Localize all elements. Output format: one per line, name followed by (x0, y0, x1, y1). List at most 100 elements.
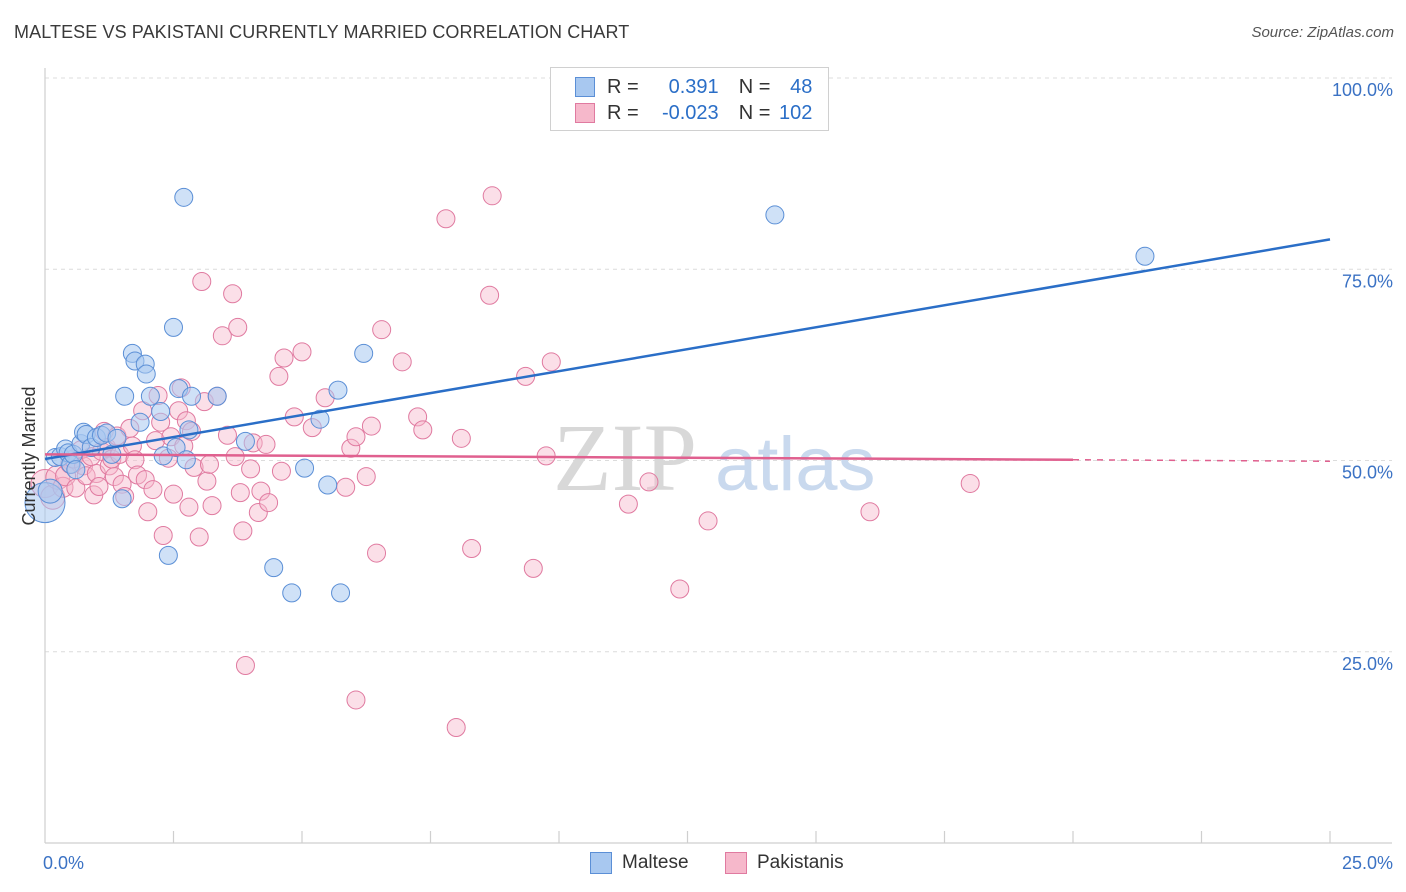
pakistani-point (523, 558, 543, 578)
pakistani-point (143, 480, 163, 500)
pakistani-point (199, 454, 219, 474)
pakistani-point (217, 425, 237, 445)
pakistani-point (230, 483, 250, 503)
pakistani-point (670, 579, 690, 599)
pakistani-point (164, 484, 183, 504)
pakistani-point (392, 352, 412, 372)
y-tick-label: 50.0% (1342, 463, 1393, 483)
y-axis-label: Currently Married (19, 386, 39, 525)
source-label: Source: ZipAtlas.com (1251, 24, 1394, 41)
pakistani-point (451, 428, 471, 448)
pakistani-point (104, 467, 124, 487)
pakistani-point (223, 284, 243, 304)
pakistani-point (135, 470, 155, 490)
pakistani-trend-extension (1072, 458, 1331, 463)
maltese-point (1135, 246, 1155, 266)
pakistani-point (346, 427, 366, 447)
pakistani-point (225, 447, 245, 467)
r-label: R = (607, 101, 639, 124)
pakistani-point (233, 521, 253, 541)
maltese-swatch (575, 77, 595, 97)
pakistani-point (256, 434, 276, 454)
y-tick-label: 25.0% (1342, 654, 1393, 674)
pakistani-point (346, 690, 366, 710)
maltese-point (235, 431, 255, 451)
axis-labels: 25.0% 50.0% 75.0% 100.0% 0.0% 25.0% (43, 80, 1393, 873)
grid-layer (45, 77, 1392, 653)
pakistani-point (372, 320, 392, 340)
pakistanis-legend-label: Pakistanis (757, 852, 844, 873)
maltese-trend-line (44, 238, 1331, 461)
maltese-point (207, 386, 227, 406)
maltese-point (166, 437, 186, 457)
pakistani-point (235, 656, 255, 676)
maltese-point (354, 343, 374, 363)
pakistani-point (698, 511, 718, 531)
maltese-point (176, 450, 196, 470)
pakistani-point (138, 502, 158, 522)
maltese-point (318, 475, 338, 495)
pakistani-point (960, 473, 980, 493)
pakistani-point (336, 477, 356, 497)
pakistani-point (228, 317, 248, 337)
r-value: -0.023 (661, 101, 719, 124)
watermark-atlas: atlas (715, 422, 876, 507)
pakistani-swatch (575, 103, 595, 123)
pakistani-point (241, 459, 261, 479)
maltese-point (136, 364, 156, 384)
y-tick-label: 75.0% (1342, 271, 1393, 291)
pakistani-point (212, 326, 232, 346)
pakistani-point (259, 493, 279, 513)
maltese-point (181, 386, 201, 406)
pakistani-point (274, 348, 294, 368)
maltese-point (130, 412, 150, 432)
legend-item-maltese[interactable]: Maltese (590, 852, 689, 874)
maltese-point (115, 386, 135, 406)
n-label: N = (738, 75, 771, 98)
pakistani-point (341, 438, 361, 458)
pakistani-point (541, 352, 561, 372)
maltese-point (282, 583, 302, 603)
n-label: N = (738, 101, 771, 124)
pakistani-point (269, 366, 289, 386)
pakistani-point (292, 342, 312, 362)
maltese-point (331, 583, 351, 603)
legend-row-pakistani: R = -0.023 N = 102 (575, 101, 812, 125)
pakistani-point (462, 538, 482, 558)
pakistani-point (251, 481, 271, 501)
trend-lines (44, 238, 1331, 463)
pakistani-point (192, 271, 212, 291)
maltese-point (328, 380, 348, 400)
pakistani-point (618, 494, 638, 514)
maltese-point (37, 478, 63, 504)
pakistani-point (189, 527, 209, 547)
maltese-point (158, 545, 178, 565)
maltese-legend-label: Maltese (622, 852, 689, 873)
chart-title: MALTESE VS PAKISTANI CURRENTLY MARRIED C… (14, 22, 630, 42)
pakistani-point (482, 186, 502, 206)
n-value: 48 (790, 75, 813, 98)
maltese-point (295, 458, 315, 478)
pakistani-point (179, 497, 199, 517)
r-value: 0.391 (668, 75, 719, 98)
maltese-point (151, 402, 171, 422)
pakistani-trend-line (44, 453, 1074, 461)
pakistani-point (153, 525, 173, 545)
pakistani-point (271, 461, 291, 481)
x-tick-label: 25.0% (1342, 853, 1393, 873)
maltese-point (765, 205, 785, 225)
r-label: R = (607, 75, 639, 98)
pakistani-point (248, 503, 268, 523)
pakistani-swatch (725, 852, 747, 874)
pakistani-point (197, 471, 217, 491)
stats-legend: R = 0.391 N = 48 R = -0.023 N = 102 (550, 67, 829, 131)
maltese-point (174, 187, 194, 207)
legend-item-pakistanis[interactable]: Pakistanis (725, 852, 844, 874)
pakistani-point (860, 502, 880, 522)
pakistani-point (202, 496, 222, 516)
legend-row-maltese: R = 0.391 N = 48 (575, 75, 812, 99)
n-value: 102 (779, 101, 813, 124)
pakistani-point (89, 477, 109, 497)
pakistani-point (436, 209, 456, 229)
